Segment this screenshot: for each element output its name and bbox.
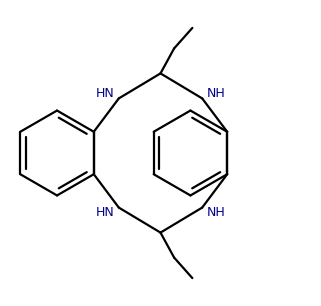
Text: NH: NH	[207, 206, 225, 218]
Text: HN: HN	[96, 88, 114, 100]
Text: HN: HN	[96, 206, 114, 218]
Text: NH: NH	[207, 88, 225, 100]
